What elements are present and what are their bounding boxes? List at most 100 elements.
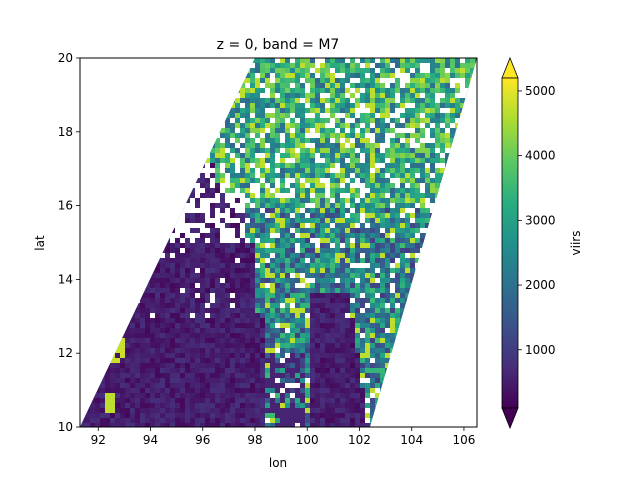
swath-cell [260,108,266,114]
swath-cell [225,148,231,154]
swath-cell [325,83,331,89]
swath-cell [225,103,231,109]
swath-cell [400,308,406,314]
swath-cell [110,168,116,174]
swath-cell [450,333,456,339]
swath-cell [370,78,376,84]
swath-cell [270,68,276,74]
swath-cell-missing [180,188,186,194]
swath-cell [115,328,121,334]
swath-cell [155,98,161,104]
swath-cell [235,328,241,334]
swath-cell [365,83,371,89]
swath-cell [355,293,361,299]
swath-cell [420,363,426,369]
swath-cell [280,183,286,189]
swath-cell [315,318,321,324]
swath-cell [190,338,196,344]
swath-cell [430,338,436,344]
swath-cell [285,243,291,249]
swath-cell [140,108,146,114]
swath-cell [475,283,477,289]
swath-cell [235,353,241,359]
swath-cell [160,368,166,374]
swath-cell [115,238,121,244]
swath-cell [410,223,416,229]
swath-cell [385,103,391,109]
swath-cell [355,203,361,209]
swath-cell [95,123,101,129]
swath-cell [470,63,476,69]
swath-cell [420,333,426,339]
swath-cell [310,88,316,94]
swath-cell [455,338,461,344]
swath-cell [250,78,256,84]
swath-cell [470,138,476,144]
swath-cell [165,218,171,224]
swath-cell [280,333,286,339]
swath-cell [285,238,291,244]
swath-cell [390,143,396,149]
swath-cell [350,328,356,334]
swath-cell [345,268,351,274]
swath-cell [225,358,231,364]
swath-cell [435,58,441,64]
swath-cell [460,308,466,314]
swath-cell [340,98,346,104]
swath-cell [385,153,391,159]
swath-cell [475,148,477,154]
swath-cell [255,188,261,194]
swath-cell [385,273,391,279]
swath-cell [305,178,311,184]
swath-cell [90,343,96,349]
swath-cell [185,158,191,164]
swath-cell [470,163,476,169]
swath-cell [455,68,461,74]
swath-cell [370,88,376,94]
swath-cell [370,343,376,349]
swath-cell [405,168,411,174]
swath-cell [155,173,161,179]
swath-cell [425,153,431,159]
swath-cell [410,308,416,314]
swath-cell [165,133,171,139]
swath-cell-missing [100,118,106,124]
swath-cell-missing [150,133,156,139]
swath-cell [180,158,186,164]
swath-cell [305,358,311,364]
swath-cell [300,228,306,234]
swath-cell [320,248,326,254]
swath-cell [235,313,241,319]
swath-cell [385,78,391,84]
swath-cell [220,58,226,64]
swath-cell [270,173,276,179]
swath-cell [120,308,126,314]
swath-cell [310,213,316,219]
swath-cell [190,303,196,309]
swath-cell [145,323,151,329]
swath-cell [275,143,281,149]
swath-cell [445,93,451,99]
swath-cell [190,278,196,284]
swath-cell [210,233,216,239]
swath-cell [170,363,176,369]
swath-cell [290,163,296,169]
swath-cell [350,298,356,304]
swath-cell [205,318,211,324]
swath-cell [260,228,266,234]
swath-cell-missing [105,138,111,144]
swath-cell [85,298,91,304]
swath-cell-missing [80,58,86,64]
swath-cell [220,253,226,259]
swath-cell [130,203,136,209]
swath-cell [365,68,371,74]
swath-cell [150,128,156,134]
swath-cell [460,268,466,274]
swath-cell [245,148,251,154]
swath-cell-missing [85,238,91,244]
swath-cell [310,168,316,174]
swath-cell [190,153,196,159]
swath-cell [290,98,296,104]
swath-cell [270,213,276,219]
swath-cell [225,328,231,334]
